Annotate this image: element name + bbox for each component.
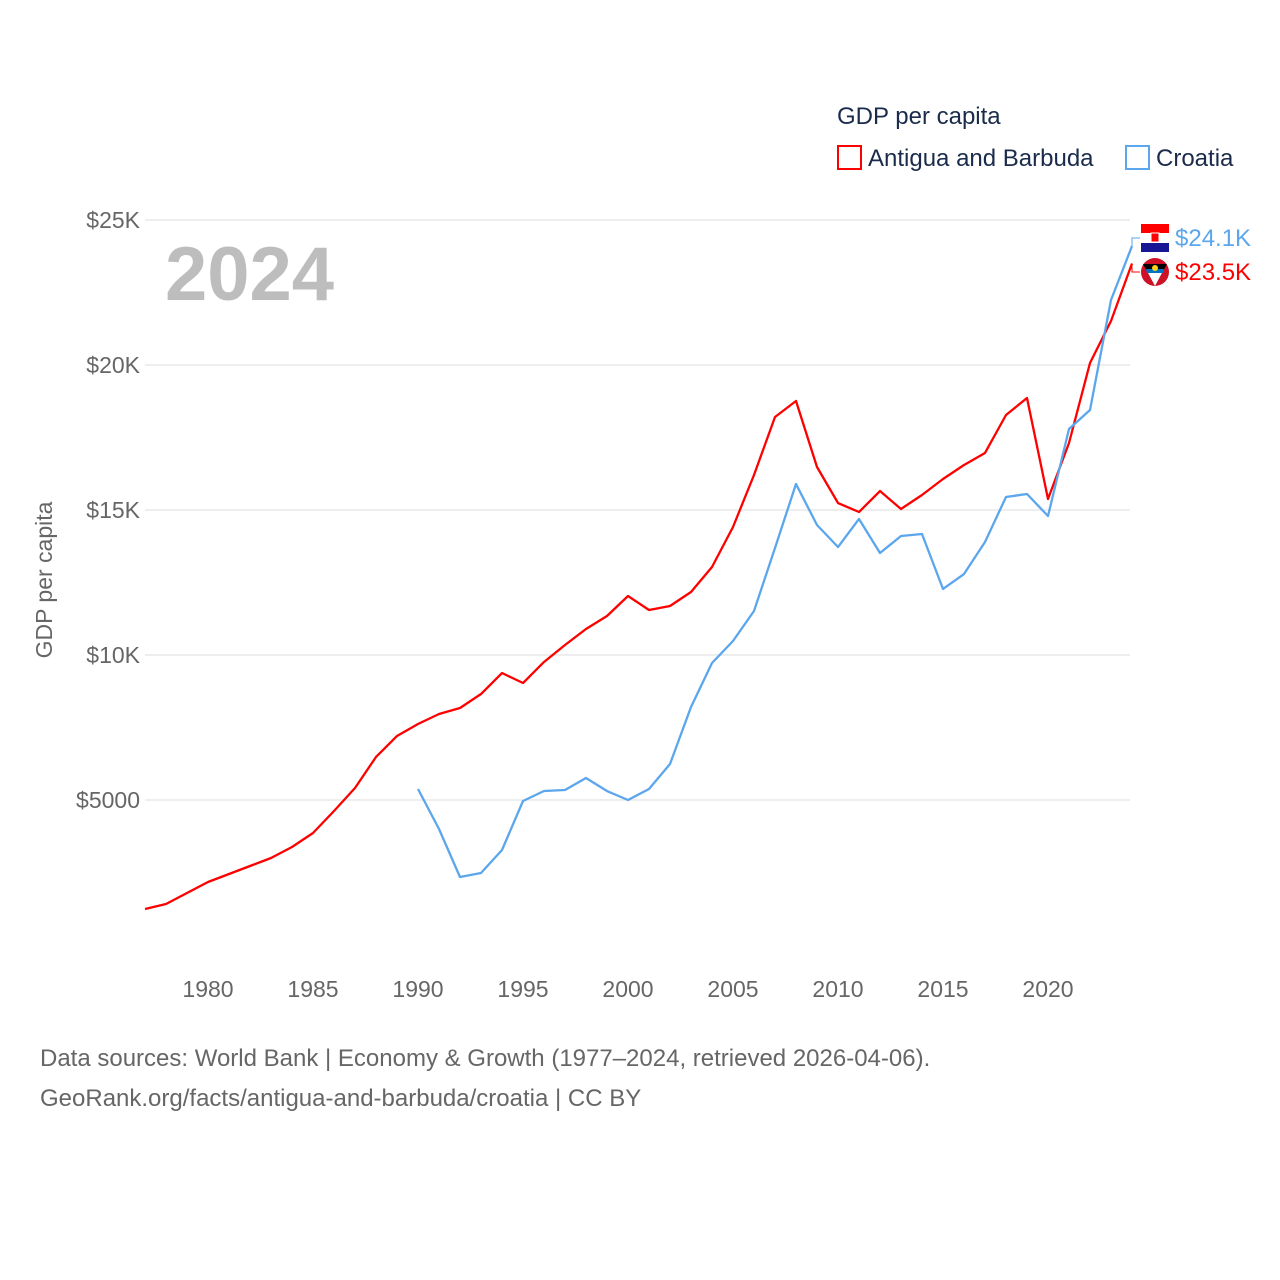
y-tick-label: $20K [86,352,140,378]
x-tick-label: 2005 [707,976,758,1002]
end-value-label: $24.1K [1175,225,1251,252]
x-tick-label: 1990 [392,976,443,1002]
year-label: 2024 [165,232,334,317]
legend-label-antigua: Antigua and Barbuda [868,145,1094,172]
legend-swatch-croatia [1125,145,1150,170]
legend-item-antigua[interactable]: Antigua and Barbuda [837,145,1094,172]
y-tick-label: $5000 [76,787,140,813]
end-connector [1131,263,1140,273]
x-tick-label: 2000 [602,976,653,1002]
x-tick-label: 2020 [1022,976,1073,1002]
x-tick-label: 2010 [812,976,863,1002]
x-tick-label: 1995 [497,976,548,1002]
end-connector [1131,237,1140,247]
y-tick-label: $15K [86,497,140,523]
y-tick-label: $10K [86,642,140,668]
end-value-label: $23.5K [1175,259,1251,286]
series-line-0[interactable] [144,263,1134,911]
antigua-flag-icon [1141,258,1169,286]
y-tick-label: $25K [86,207,140,233]
legend-item-croatia[interactable]: Croatia [1125,145,1234,172]
legend-title: GDP per capita [837,103,1001,130]
croatia-flag-icon [1141,224,1169,252]
legend-label-croatia: Croatia [1156,145,1234,172]
series-line-1[interactable] [416,245,1134,879]
x-tick-label: 2015 [917,976,968,1002]
legend-swatch-antigua [837,145,862,170]
x-tick-label: 1985 [287,976,338,1002]
source-line-1: Data sources: World Bank | Economy & Gro… [40,1045,931,1072]
source-line-2[interactable]: GeoRank.org/facts/antigua-and-barbuda/cr… [40,1085,642,1112]
y-axis-label: GDP per capita [31,501,57,658]
x-tick-label: 1980 [182,976,233,1002]
